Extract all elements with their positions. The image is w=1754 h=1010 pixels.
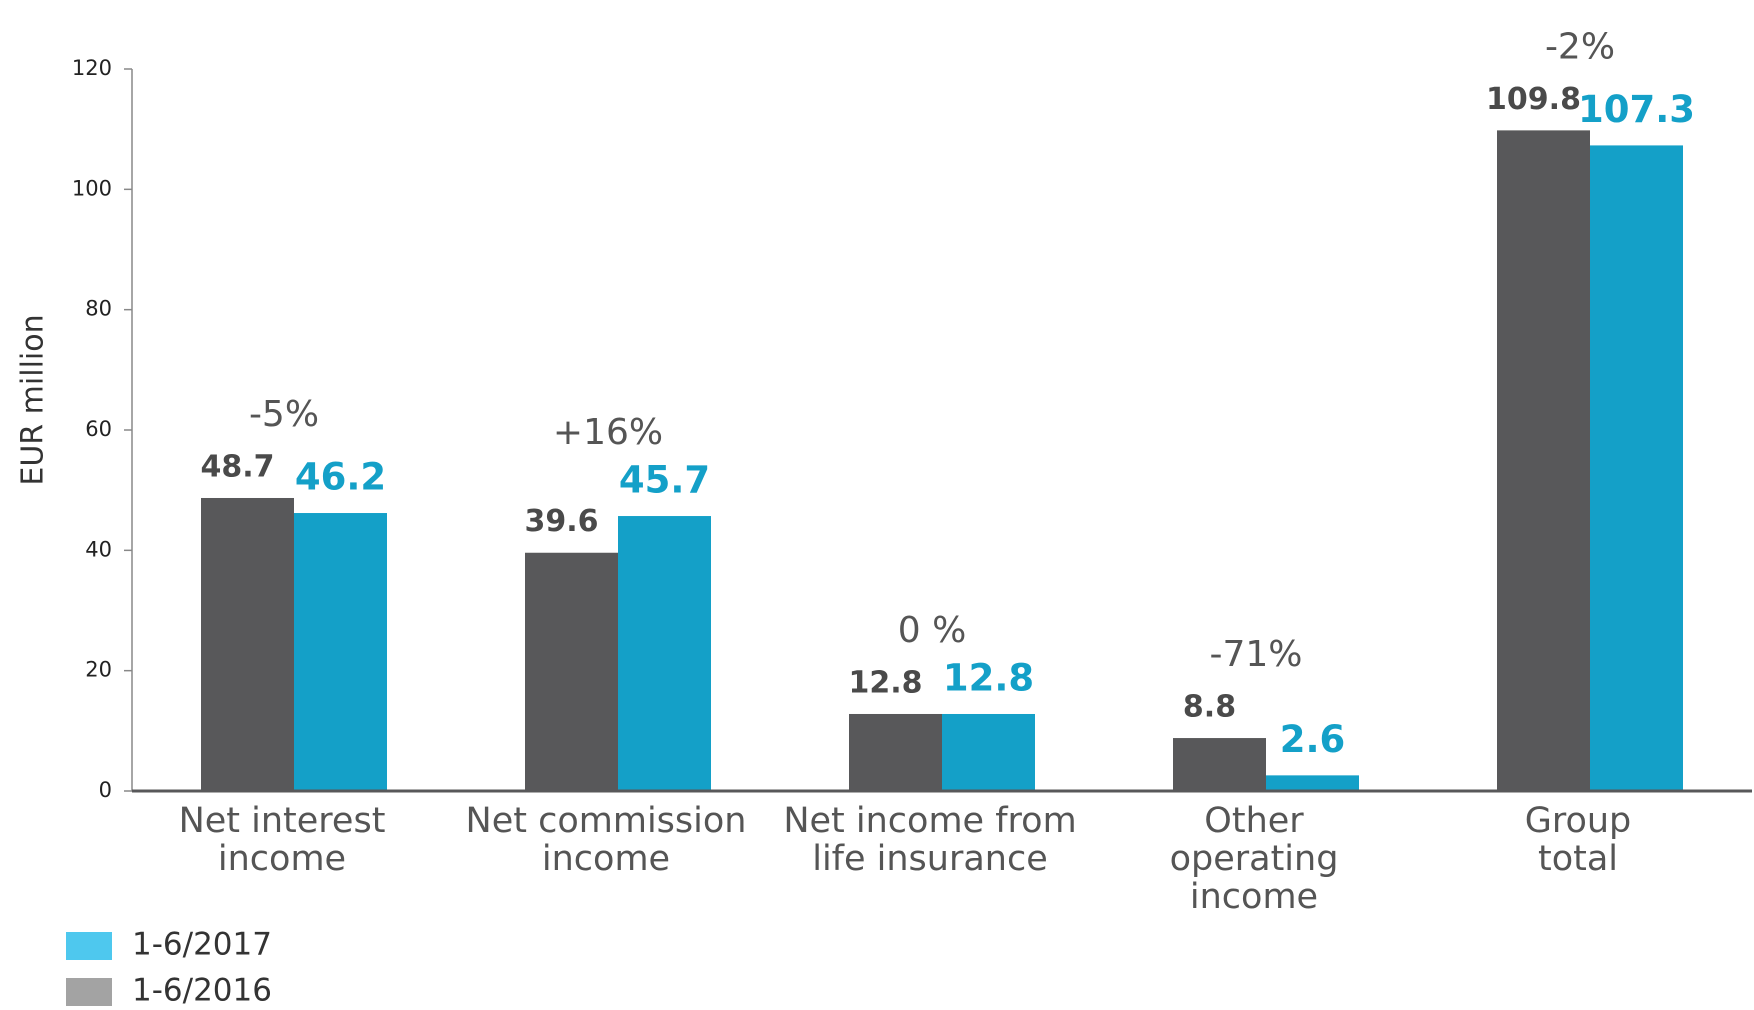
value-label: 2.6 (1280, 718, 1346, 761)
y-tick-label: 100 (72, 176, 112, 200)
x-tick-label: life insurance (812, 839, 1048, 879)
legend-swatch (66, 978, 112, 1006)
bar (1173, 738, 1266, 791)
legend-swatch (66, 932, 112, 960)
bar (201, 497, 294, 791)
change-label: 0 % (898, 610, 967, 651)
value-label: 107.3 (1578, 88, 1695, 131)
y-axis-label: EUR million (16, 314, 51, 485)
y-tick-label: 0 (99, 778, 112, 802)
x-tick-label: Net commission (466, 801, 747, 841)
x-tick-label: income (218, 839, 346, 879)
value-label: 12.8 (943, 656, 1034, 699)
change-label: -5% (249, 394, 319, 435)
bar (1266, 775, 1359, 791)
y-tick-label: 20 (85, 658, 112, 682)
value-label: 39.6 (524, 504, 598, 539)
value-label: 45.7 (619, 459, 710, 502)
value-label: 109.8 (1486, 82, 1581, 117)
bar (294, 513, 387, 791)
x-tick-label: income (1190, 877, 1318, 917)
bar (1497, 130, 1590, 791)
value-label: 48.7 (200, 449, 274, 484)
bar (942, 713, 1035, 791)
x-tick-label: total (1538, 839, 1618, 879)
x-tick-label: Group (1525, 801, 1632, 841)
x-tick-label: operating (1170, 839, 1339, 879)
value-label: 46.2 (295, 456, 386, 499)
bar (849, 713, 942, 791)
x-tick-label: Other (1204, 801, 1304, 841)
bar (618, 516, 711, 791)
y-tick-label: 60 (85, 417, 112, 441)
change-label: -2% (1545, 26, 1615, 67)
y-tick-label: 80 (85, 297, 112, 321)
bar (525, 552, 618, 791)
x-tick-label: income (542, 839, 670, 879)
change-label: -71% (1209, 634, 1302, 675)
x-tick-label: Net income from (783, 801, 1076, 841)
change-label: +16% (553, 412, 663, 453)
x-tick-label: Net interest (179, 801, 386, 841)
legend-label: 1-6/2017 (132, 927, 272, 963)
bar (1590, 145, 1683, 791)
legend-label: 1-6/2016 (132, 973, 272, 1009)
y-tick-label: 120 (72, 56, 112, 80)
y-tick-label: 40 (85, 537, 112, 561)
value-label: 12.8 (848, 665, 922, 700)
value-label: 8.8 (1183, 690, 1236, 725)
